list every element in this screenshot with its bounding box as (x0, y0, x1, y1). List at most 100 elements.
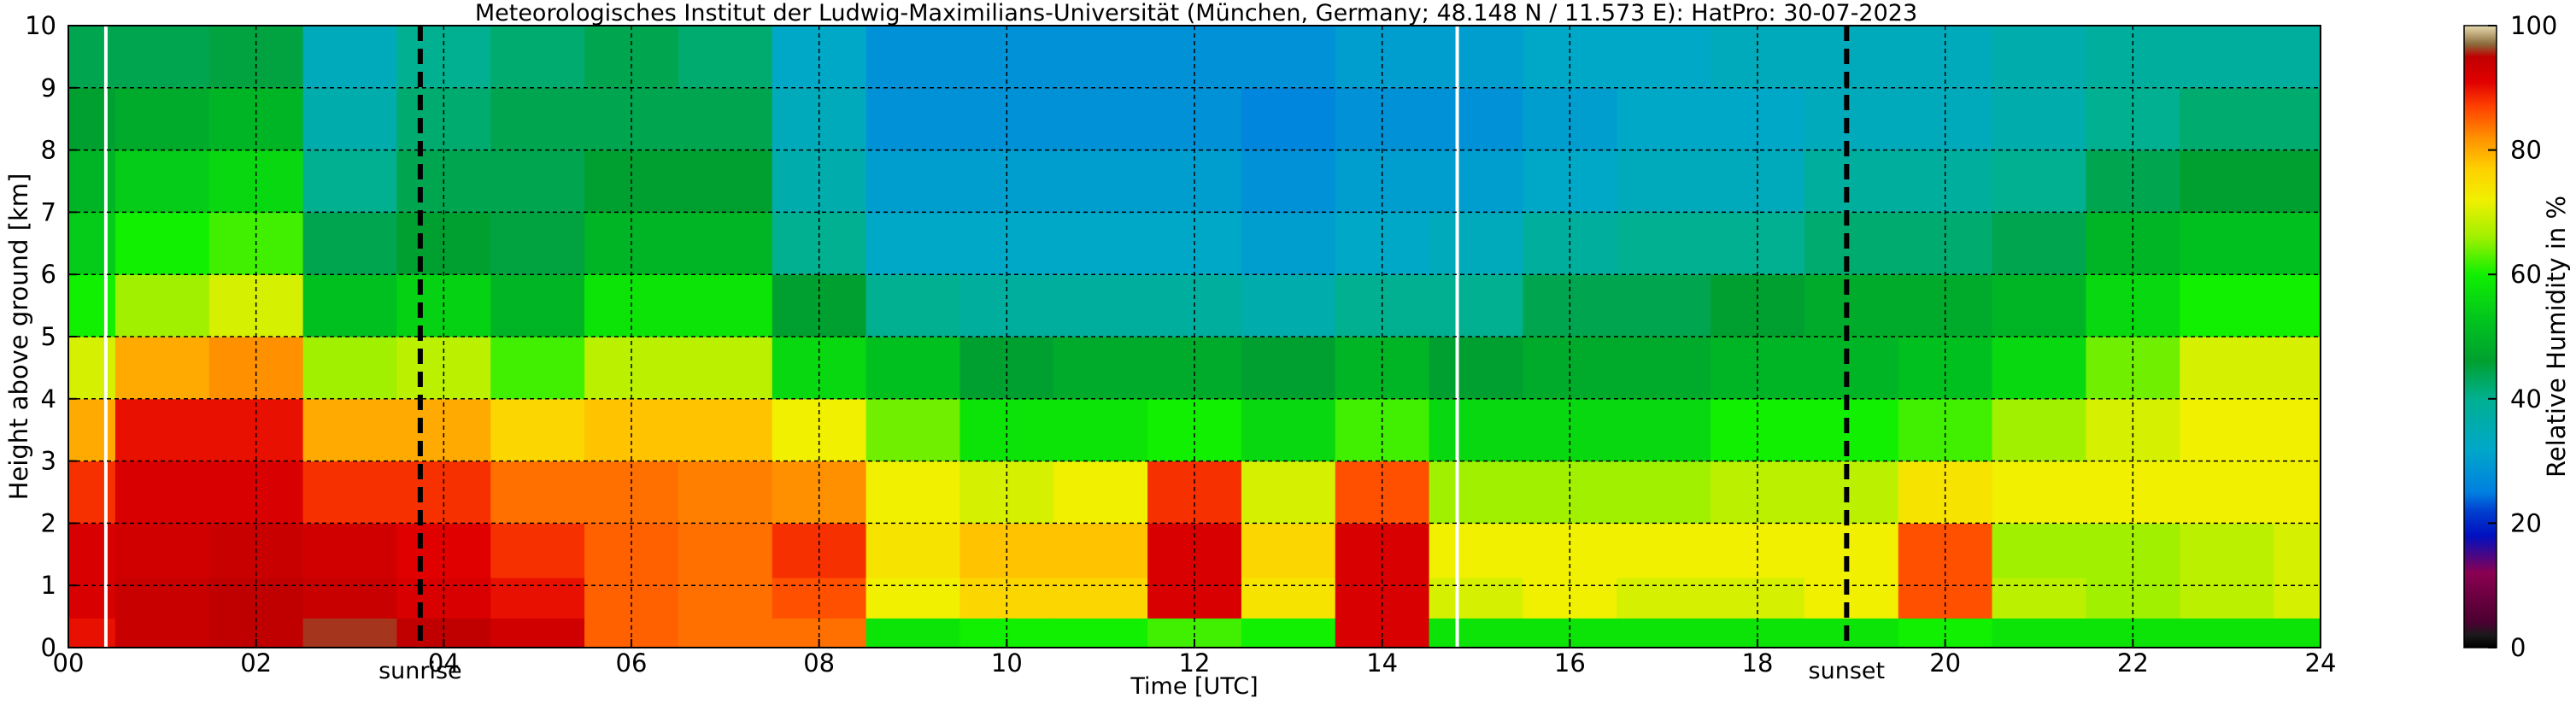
heatmap-cell (114, 618, 210, 648)
sun-events: sunrise sunset (378, 26, 1885, 684)
heatmap-cell (866, 523, 960, 578)
heatmap-cell (1617, 578, 1711, 619)
heatmap-cell (866, 398, 960, 462)
heatmap-cell (678, 26, 773, 89)
heatmap-cell (866, 337, 960, 400)
heatmap-cell (68, 461, 116, 524)
heatmap-cell (68, 274, 116, 337)
heatmap-cell (2274, 618, 2321, 648)
colorbar-tick-label: 20 (2510, 508, 2542, 537)
heatmap-cell (1053, 337, 1148, 400)
x-tick-label: 12 (1179, 648, 1211, 678)
x-tick-label: 10 (991, 648, 1023, 678)
heatmap-cell (1992, 461, 2086, 524)
heatmap-cell (678, 212, 773, 275)
heatmap-cell (1992, 618, 2086, 648)
heatmap-cell (1617, 461, 1711, 524)
heatmap-cell (1429, 398, 1523, 462)
heatmap-cell (1617, 337, 1711, 400)
heatmap-cell (678, 618, 773, 648)
heatmap-cell (1241, 26, 1336, 89)
heatmap-cell (1617, 274, 1711, 337)
heatmap-cell (2180, 578, 2274, 619)
heatmap-cell (1053, 212, 1148, 275)
heatmap-cell (302, 150, 397, 213)
grid-lines (68, 26, 2321, 648)
heatmap-cell (302, 398, 397, 462)
heatmap-cell (2274, 26, 2321, 89)
heatmap-cell (678, 150, 773, 213)
heatmap-cell (1241, 578, 1336, 619)
heatmap-cell (2180, 87, 2274, 151)
y-tick-label: 8 (41, 136, 56, 165)
colorbar: 0 20 40 60 80 100 Relative Humidity in % (2463, 11, 2571, 662)
heatmap-cell (1053, 274, 1148, 337)
y-axis-label: Height above ground [km] (4, 173, 33, 501)
heatmap-cell (490, 461, 585, 524)
heatmap-cell (2180, 150, 2274, 213)
sunset-label: sunset (1809, 658, 1886, 684)
heatmap-cell (1241, 461, 1336, 524)
heatmap-cell (1241, 274, 1336, 337)
heatmap-cell (866, 150, 960, 213)
heatmap-cell (68, 87, 116, 151)
heatmap-cell (1053, 618, 1148, 648)
heatmap-cell (866, 26, 960, 89)
heatmap-cell (866, 461, 960, 524)
chart-title: Meteorologisches Institut der Ludwig-Max… (475, 0, 1917, 26)
x-axis: 00 02 04 06 08 10 12 14 16 18 20 22 24 (53, 639, 2336, 678)
heatmap-cell (2274, 578, 2321, 619)
heatmap-cell (2180, 212, 2274, 275)
heatmap-cell (1617, 150, 1711, 213)
heatmap-cell (114, 578, 210, 619)
heatmap-cell (1241, 523, 1336, 578)
heatmap-cell (68, 212, 116, 275)
heatmap-cell (490, 212, 585, 275)
heatmap-cell (1617, 87, 1711, 151)
colorbar-tick-label: 40 (2510, 384, 2542, 414)
heatmap-cell (1241, 150, 1336, 213)
y-tick-label: 9 (41, 73, 56, 103)
heatmap-cell (114, 150, 210, 213)
heatmap-cell (302, 461, 397, 524)
heatmap-cell (490, 618, 585, 648)
heatmap-cell (2274, 150, 2321, 213)
heatmap-cell (1053, 26, 1148, 89)
heatmap-cell (1804, 337, 1899, 400)
heatmap-cell (1992, 87, 2086, 151)
heatmap-cell (2274, 461, 2321, 524)
heatmap-cell (302, 274, 397, 337)
heatmap-cell (114, 398, 210, 462)
x-tick-label: 20 (1929, 648, 1961, 678)
heatmap-cell (1429, 523, 1523, 578)
heatmap-cell (302, 523, 397, 578)
y-tick-label: 2 (41, 508, 56, 537)
heatmap-cell (2274, 212, 2321, 275)
heatmap-cell (2274, 523, 2321, 578)
heatmap-cell (490, 398, 585, 462)
heatmap-cell (1617, 26, 1711, 89)
x-tick-label: 02 (240, 648, 272, 678)
heatmap-cell (114, 26, 210, 89)
heatmap-cell (1429, 618, 1523, 648)
heatmap-cell (1429, 26, 1523, 89)
heatmap-cell (1992, 274, 2086, 337)
colorbar-gradient (2463, 25, 2497, 648)
heatmap-cell (1804, 26, 1899, 89)
heatmap-cell (1992, 26, 2086, 89)
heatmap-cell (1617, 212, 1711, 275)
y-tick-label: 3 (41, 447, 56, 476)
heatmap-cell (302, 618, 397, 648)
heatmap-cell (1804, 274, 1899, 337)
heatmap-cell (2180, 26, 2274, 89)
heatmap-cell (866, 212, 960, 275)
heatmap-cell (1429, 150, 1523, 213)
heatmap-cell (1992, 212, 2086, 275)
heatmap-cell (678, 523, 773, 578)
heatmap-cell (68, 578, 116, 619)
heatmap-cell (1992, 398, 2086, 462)
heatmap-cell (1053, 523, 1148, 578)
heatmap-cell (2180, 337, 2274, 400)
y-tick-label: 6 (41, 260, 56, 289)
heatmap-cell (68, 398, 116, 462)
